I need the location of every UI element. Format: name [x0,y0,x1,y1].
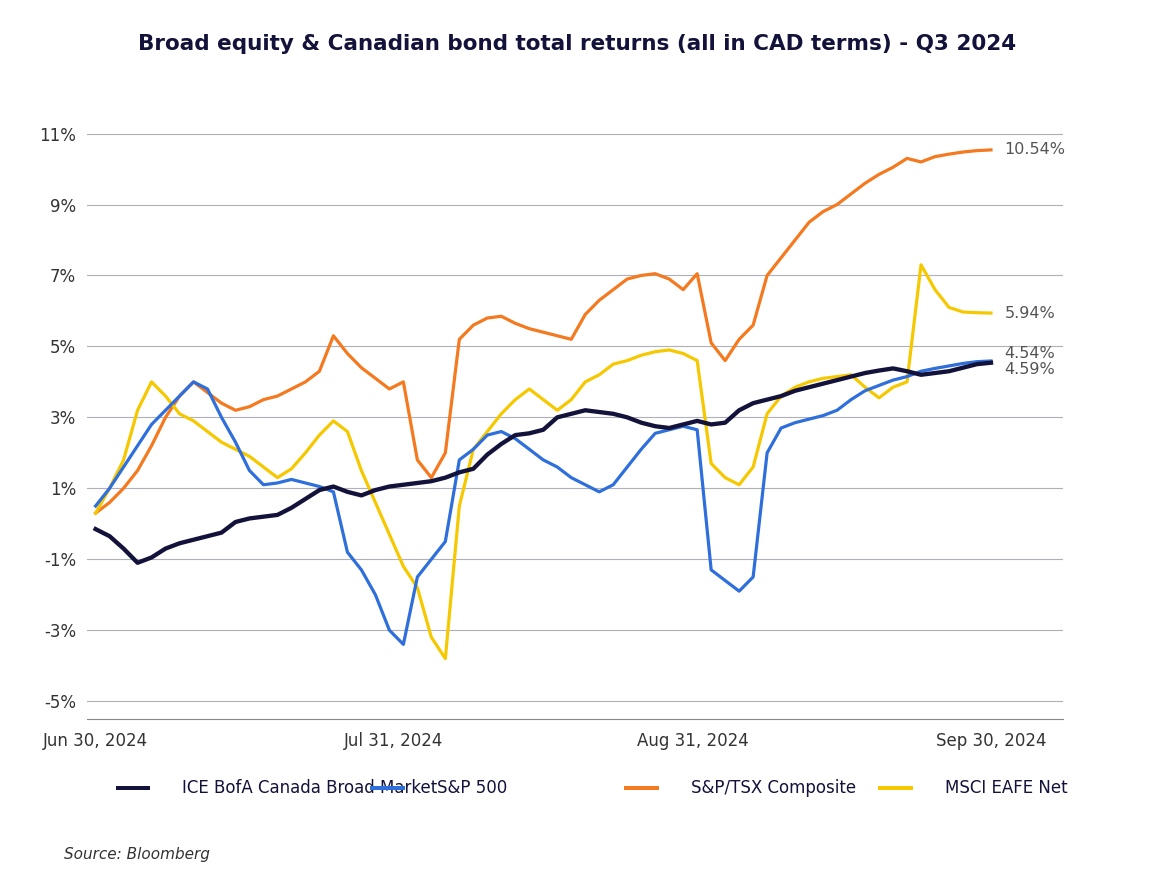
Text: 5.94%: 5.94% [1005,305,1056,321]
FancyBboxPatch shape [624,786,658,790]
Text: 10.54%: 10.54% [1005,142,1065,157]
Text: Source: Bloomberg: Source: Bloomberg [64,847,209,862]
Text: 4.59%: 4.59% [1005,363,1056,378]
Text: S&P 500: S&P 500 [437,779,507,797]
Text: MSCI EAFE Net: MSCI EAFE Net [945,779,1067,797]
FancyBboxPatch shape [116,786,150,790]
Text: Broad equity & Canadian bond total returns (all in CAD terms) - Q3 2024: Broad equity & Canadian bond total retur… [139,34,1016,54]
Text: 4.54%: 4.54% [1005,346,1056,362]
FancyBboxPatch shape [878,786,912,790]
FancyBboxPatch shape [370,786,404,790]
Text: ICE BofA Canada Broad Market: ICE BofA Canada Broad Market [182,779,438,797]
Text: S&P/TSX Composite: S&P/TSX Composite [691,779,856,797]
